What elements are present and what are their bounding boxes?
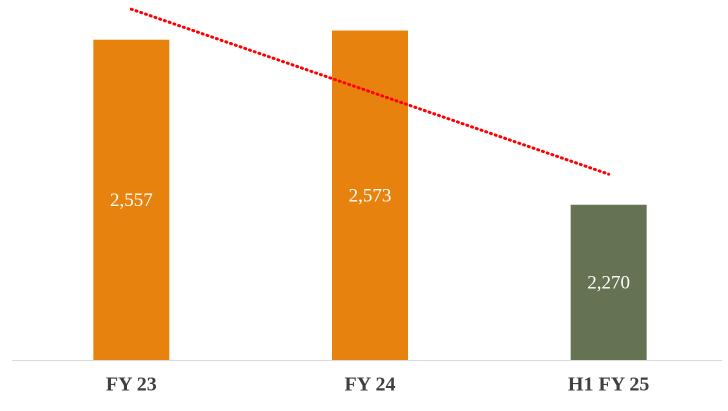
x-tick-label: FY 24 (345, 374, 396, 396)
trendline (129, 7, 611, 176)
value-label: 2,573 (349, 186, 392, 207)
x-tick-label: FY 23 (106, 374, 157, 396)
value-label: 2,270 (587, 273, 630, 294)
bar (570, 204, 647, 360)
bar (332, 30, 408, 361)
value-label: 2,557 (110, 190, 153, 211)
x-tick-label: H1 FY 25 (568, 374, 649, 396)
bar (93, 39, 170, 360)
